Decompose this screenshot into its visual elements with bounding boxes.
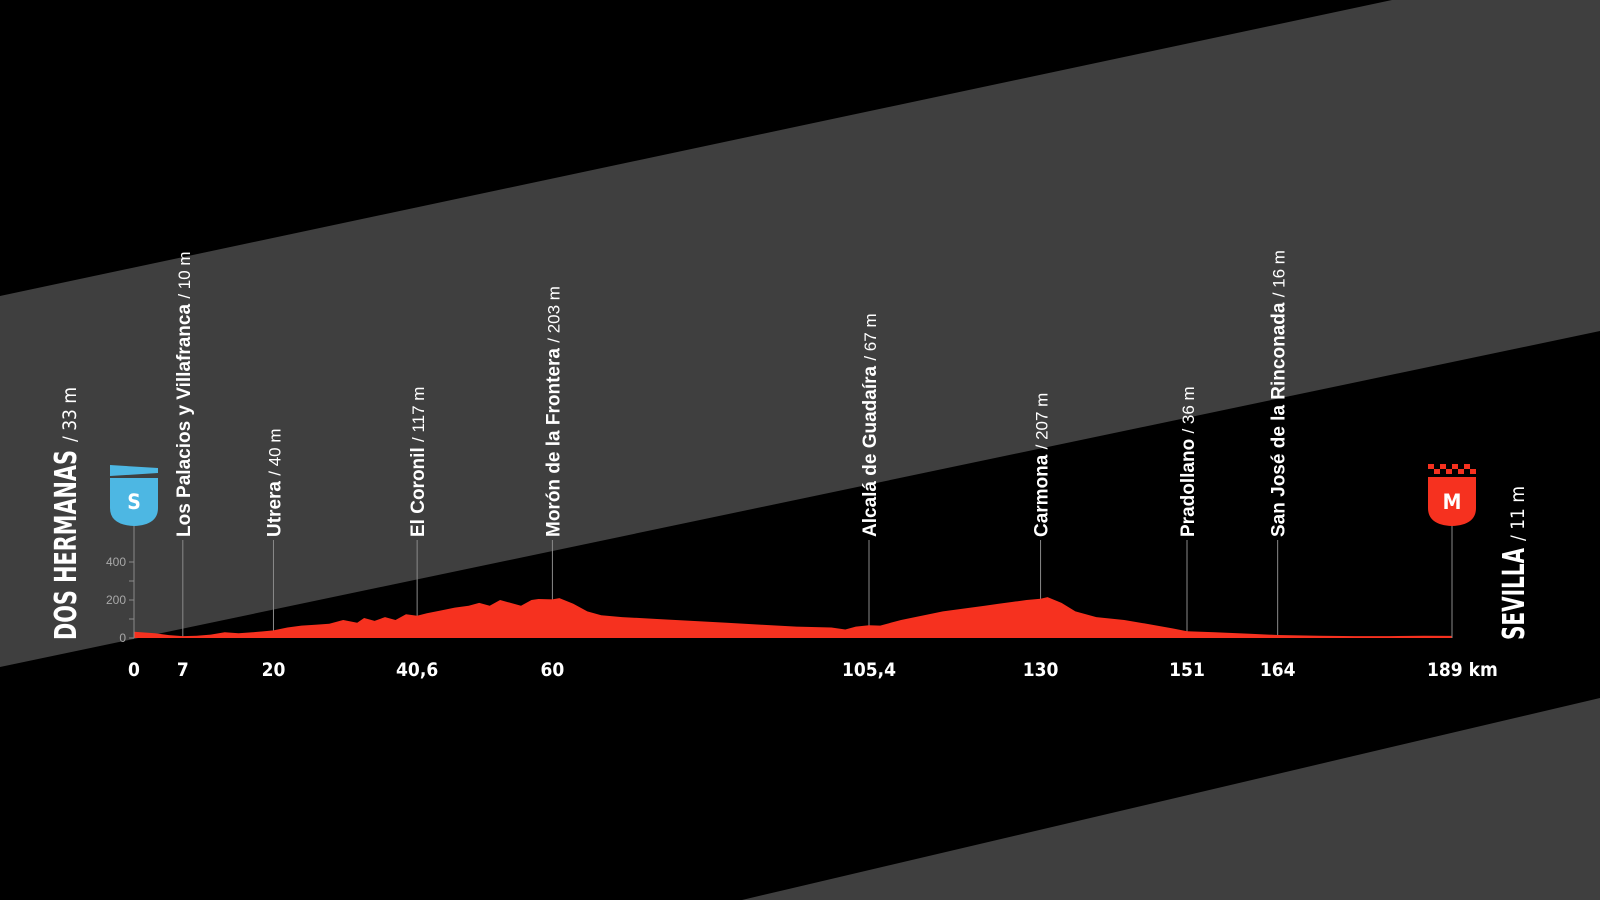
- waypoint-name: San José de la Rinconada: [1269, 297, 1290, 537]
- x-tick-label: 60: [541, 659, 565, 681]
- start-altitude: / 33 m: [59, 387, 81, 442]
- waypoint-name: Alcalá de Guadaíra: [860, 361, 881, 537]
- waypoint-altitude: / 10 m: [175, 251, 194, 298]
- waypoint-text: Carmona / 207 m: [1032, 393, 1053, 537]
- waypoint-label: San José de la Rinconada / 16 m: [1269, 250, 1290, 537]
- checker-square: [1458, 469, 1464, 474]
- waypoint-altitude: / 40 m: [265, 429, 284, 476]
- waypoint-label: Morón de la Frontera / 203 m: [543, 286, 564, 537]
- waypoint-label: El Coronil / 117 m: [408, 387, 429, 537]
- x-tick-label: 7: [177, 659, 189, 681]
- waypoint-label: Carmona / 207 m: [1032, 393, 1053, 537]
- waypoint-name: Morón de la Frontera: [543, 343, 564, 537]
- checker-square: [1428, 464, 1434, 469]
- waypoint-name: Los Palacios y Villafranca: [174, 299, 195, 537]
- y-tick-label: 0: [119, 631, 126, 645]
- x-tick-label: 151: [1169, 659, 1205, 681]
- finish-city-name: SEVILLA: [1497, 548, 1532, 640]
- waypoint-text: El Coronil / 117 m: [408, 387, 429, 537]
- checker-square: [1434, 469, 1440, 474]
- waypoint-text: Morón de la Frontera / 203 m: [543, 286, 564, 537]
- waypoint-altitude: / 117 m: [409, 387, 428, 442]
- finish-shield-icon: [1428, 477, 1476, 526]
- checker-square: [1440, 464, 1446, 469]
- x-tick-label: 105,4: [842, 659, 896, 681]
- waypoint-text: San José de la Rinconada / 16 m: [1269, 250, 1290, 537]
- checker-square: [1446, 469, 1452, 474]
- x-tick-label: 189 km: [1427, 659, 1498, 681]
- x-tick-label: 0: [128, 659, 140, 681]
- waypoint-name: Pradollano: [1178, 434, 1199, 537]
- start-city-name: DOS HERMANAS: [49, 450, 84, 640]
- waypoint-labels: Los Palacios y Villafranca / 10 m Utrera …: [174, 250, 1290, 537]
- checker-square: [1464, 464, 1470, 469]
- start-label: DOS HERMANAS / 33 m: [49, 387, 84, 640]
- x-tick-label: 164: [1260, 659, 1296, 681]
- waypoint-text: Los Palacios y Villafranca / 10 m: [174, 251, 195, 537]
- start-flag-icon: [110, 465, 158, 476]
- background-band-upper: [0, 0, 1600, 667]
- checker-square: [1470, 469, 1476, 474]
- waypoint-label: Los Palacios y Villafranca / 10 m: [174, 251, 195, 537]
- waypoint-label: Utrera / 40 m: [264, 429, 285, 538]
- waypoint-altitude: / 207 m: [1033, 393, 1052, 450]
- waypoint-text: Utrera / 40 m: [264, 429, 285, 538]
- background-band-lower: [742, 698, 1600, 900]
- waypoint-name: El Coronil: [408, 442, 429, 537]
- y-tick-label: 400: [106, 555, 126, 569]
- waypoint-altitude: / 16 m: [1270, 250, 1289, 297]
- waypoint-altitude: / 203 m: [544, 286, 563, 343]
- x-axis-labels: 0 7 20 40,6 60 105,4 130 151 164 189 km: [128, 659, 1498, 681]
- waypoint-name: Utrera: [264, 476, 285, 537]
- start-badge-icon: S: [110, 465, 158, 526]
- x-tick-label: 20: [262, 659, 286, 681]
- waypoint-altitude: / 67 m: [861, 313, 880, 360]
- waypoint-text: Pradollano / 36 m: [1178, 386, 1199, 537]
- waypoint-text: Alcalá de Guadaíra / 67 m: [860, 313, 881, 537]
- finish-badge-icon: M: [1428, 464, 1476, 526]
- waypoint-label: Alcalá de Guadaíra / 67 m: [860, 313, 881, 537]
- checker-square: [1452, 464, 1458, 469]
- y-tick-label: 200: [106, 593, 126, 607]
- x-tick-label: 40,6: [396, 659, 438, 681]
- finish-altitude: / 11 m: [1507, 486, 1529, 541]
- start-badge-letter: S: [127, 490, 141, 514]
- waypoint-label: Pradollano / 36 m: [1178, 386, 1199, 537]
- waypoint-name: Carmona: [1032, 449, 1053, 537]
- checkered-flag-icon: [1428, 464, 1476, 474]
- finish-badge-letter: M: [1443, 490, 1462, 514]
- finish-label: SEVILLA / 11 m: [1497, 486, 1532, 640]
- elevation-profile-area: [134, 597, 1452, 638]
- waypoint-altitude: / 36 m: [1179, 386, 1198, 433]
- x-tick-label: 130: [1023, 659, 1059, 681]
- start-shield-icon: [110, 478, 158, 526]
